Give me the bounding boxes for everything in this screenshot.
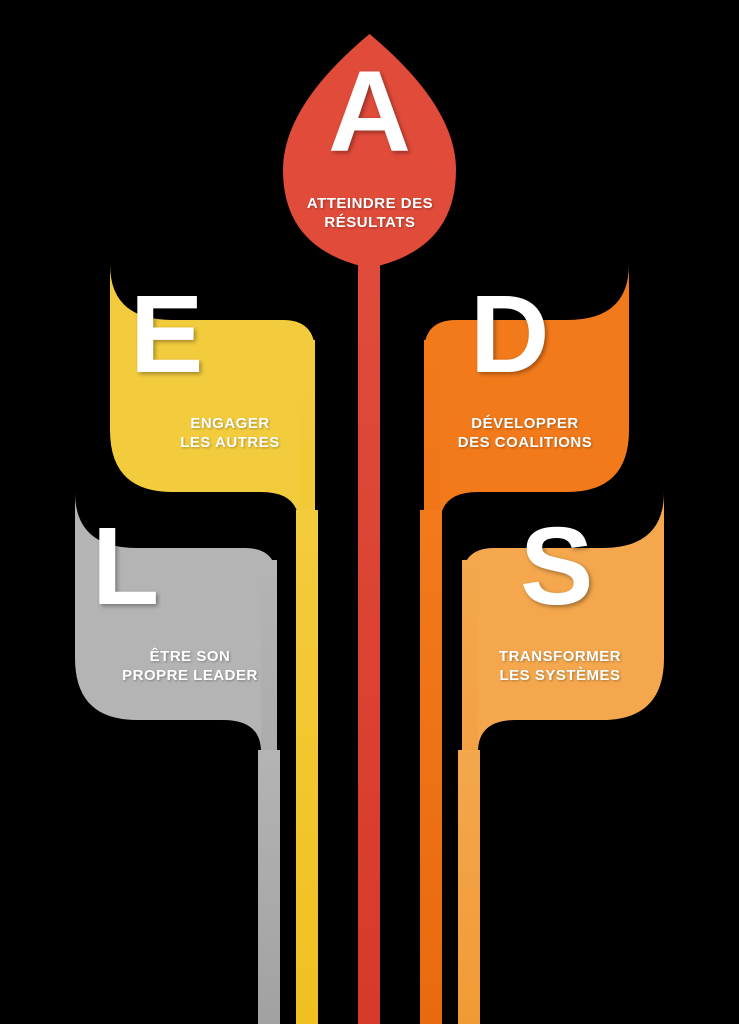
caption-e: ENGAGER LES AUTRES [160, 415, 300, 453]
caption-s: TRANSFORMER LES SYSTÈMES [480, 648, 640, 686]
bar-a [358, 265, 380, 1024]
leads-infographic: A E D L S ATTEINDRE DES RÉSULTATS ENGAGE… [0, 0, 739, 1024]
caption-l: ÊTRE SON PROPRE LEADER [110, 648, 270, 686]
letter-e: E [130, 280, 203, 390]
letter-a: A [328, 55, 411, 170]
bar-l [258, 750, 280, 1024]
bar-d [420, 510, 442, 1024]
letter-l: L [92, 512, 159, 622]
caption-a: ATTEINDRE DES RÉSULTATS [300, 195, 440, 233]
bar-s [458, 750, 480, 1024]
letter-d: D [470, 280, 549, 390]
bar-e [296, 510, 318, 1024]
caption-d: DÉVELOPPER DES COALITIONS [440, 415, 610, 453]
letter-s: S [520, 512, 593, 622]
